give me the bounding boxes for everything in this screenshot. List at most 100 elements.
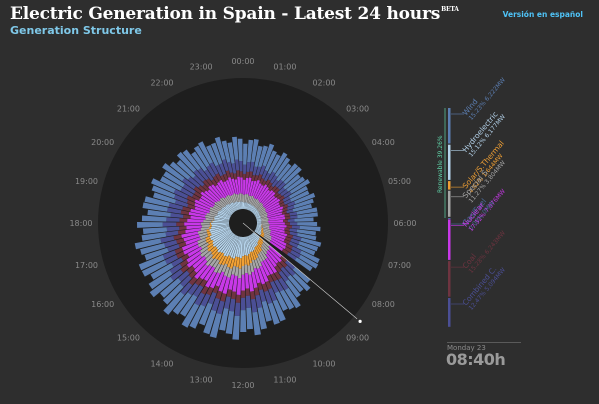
wedge-combined-c--11 xyxy=(251,298,258,313)
wedge-wind-21 xyxy=(181,303,200,328)
wedge-wind-76 xyxy=(286,176,305,192)
wedge-nuclear-64 xyxy=(246,177,252,195)
wedge-coal-25 xyxy=(188,270,197,279)
hour-label-0200: 02:00 xyxy=(312,79,335,88)
wedge-hydroelectric-82 xyxy=(256,218,261,220)
wedge-hydroelectric-24 xyxy=(217,233,235,253)
wedge-solar-s-thermal-92 xyxy=(260,230,264,233)
wedge-combined-c--59 xyxy=(231,163,237,174)
wedge-wind-69 xyxy=(267,154,281,175)
wedge-coal-56 xyxy=(223,173,229,181)
wedge-hydroelectric-36 xyxy=(211,223,230,227)
legend-bar-combined-c- xyxy=(448,298,451,327)
wedge-special-s--48 xyxy=(216,200,225,208)
wedge-combined-c--63 xyxy=(246,162,251,172)
wedge-nuclear-55 xyxy=(223,181,232,196)
wedge-hydroelectric-68 xyxy=(248,204,252,211)
wedge-combined-c--26 xyxy=(178,270,190,282)
wedge-coal-68 xyxy=(259,177,265,184)
wedge-coal-86 xyxy=(284,222,290,225)
wedge-combined-c--46 xyxy=(182,183,196,194)
wedge-solar-s-thermal-28 xyxy=(207,242,214,249)
wedge-nuclear-28 xyxy=(186,250,202,263)
wedge-special-s--51 xyxy=(221,197,229,205)
wedge-coal-20 xyxy=(206,286,214,296)
wedge-special-s--10 xyxy=(249,262,255,273)
wedge-combined-c--88 xyxy=(289,228,298,233)
wedge-nuclear-68 xyxy=(253,183,262,199)
wedge-special-s--69 xyxy=(251,198,257,206)
beta-badge: BETA xyxy=(441,6,459,13)
wedge-special-s--84 xyxy=(261,219,269,222)
wedge-hydroelectric-13 xyxy=(242,237,244,257)
wedge-nuclear-32 xyxy=(185,237,201,245)
wedge-coal-42 xyxy=(187,204,196,210)
wedge-wind-70 xyxy=(272,152,288,174)
hour-label-0300: 03:00 xyxy=(346,104,369,113)
wedge-wind-2 xyxy=(287,274,304,293)
wedge-solar-s-thermal-2 xyxy=(257,240,263,246)
wedge-hydroelectric-37 xyxy=(211,222,229,225)
wedge-hydroelectric-70 xyxy=(250,205,254,212)
wedge-combined-c--3 xyxy=(278,270,289,282)
wedge-nuclear-24 xyxy=(194,264,208,280)
wedge-special-s--16 xyxy=(231,265,236,275)
wedge-wind-20 xyxy=(189,304,206,329)
legend-bar-solar-s-thermal xyxy=(448,181,451,190)
wedge-nuclear-73 xyxy=(260,190,274,204)
wedge-coal-38 xyxy=(179,218,188,222)
wedge-solar-s-thermal-21 xyxy=(218,255,226,265)
wedge-nuclear-4 xyxy=(265,257,278,274)
wedge-nuclear-94 xyxy=(270,238,286,250)
wedge-wind-46 xyxy=(163,171,185,188)
wedge-special-s--32 xyxy=(199,234,209,240)
wedge-wind-64 xyxy=(251,139,259,163)
wedge-combined-c--35 xyxy=(165,230,179,237)
wedge-special-s--35 xyxy=(200,227,210,231)
wedge-hydroelectric-7 xyxy=(248,235,255,251)
wedge-solar-s-thermal-33 xyxy=(206,231,211,235)
wedge-wind-28 xyxy=(148,270,173,290)
wedge-solar-s-thermal-16 xyxy=(233,256,238,267)
wedge-coal-72 xyxy=(268,185,274,192)
wedge-combined-c--72 xyxy=(271,179,279,188)
wedge-combined-c--44 xyxy=(173,189,189,199)
wedge-wind-56 xyxy=(211,142,223,165)
wedge-special-s--8 xyxy=(254,259,260,269)
wedge-hydroelectric-43 xyxy=(217,212,231,219)
wedge-hydroelectric-95 xyxy=(254,230,261,236)
wedge-nuclear-17 xyxy=(222,277,231,295)
wedge-nuclear-76 xyxy=(263,197,278,208)
wedge-nuclear-89 xyxy=(269,227,285,233)
wedge-nuclear-62 xyxy=(243,179,246,195)
wedge-nuclear-82 xyxy=(267,212,283,218)
wedge-special-s--86 xyxy=(261,222,269,225)
wedge-combined-c--89 xyxy=(289,231,298,236)
wedge-special-s--47 xyxy=(214,201,223,209)
spanish-version-link[interactable]: Versión en español xyxy=(502,10,583,19)
wedge-solar-s-thermal-0 xyxy=(259,237,264,242)
wedge-hydroelectric-75 xyxy=(253,210,258,215)
wedge-coal-61 xyxy=(239,171,243,178)
wedge-coal-29 xyxy=(181,254,190,261)
wedge-special-s--71 xyxy=(254,200,260,208)
wedge-hydroelectric-80 xyxy=(255,215,261,219)
wedge-nuclear-1 xyxy=(268,248,282,263)
wedge-special-s--15 xyxy=(234,267,239,277)
wedge-combined-c--91 xyxy=(290,238,300,245)
wedge-hydroelectric-46 xyxy=(221,208,232,216)
wedge-coal-34 xyxy=(173,234,182,240)
wedge-special-s--72 xyxy=(254,201,261,209)
wedge-hydroelectric-14 xyxy=(239,236,243,259)
wedge-special-s--9 xyxy=(251,259,257,269)
wedge-combined-c--30 xyxy=(165,254,178,265)
wedge-wind-94 xyxy=(298,254,319,269)
wedge-special-s--23 xyxy=(209,258,217,267)
wedge-nuclear-30 xyxy=(183,244,200,255)
wedge-solar-s-thermal-15 xyxy=(236,257,240,268)
hour-label-1300: 13:00 xyxy=(190,376,213,385)
wedge-special-s--6 xyxy=(257,253,263,263)
wedge-hydroelectric-9 xyxy=(246,236,252,253)
wedge-hydroelectric-4 xyxy=(250,234,259,246)
